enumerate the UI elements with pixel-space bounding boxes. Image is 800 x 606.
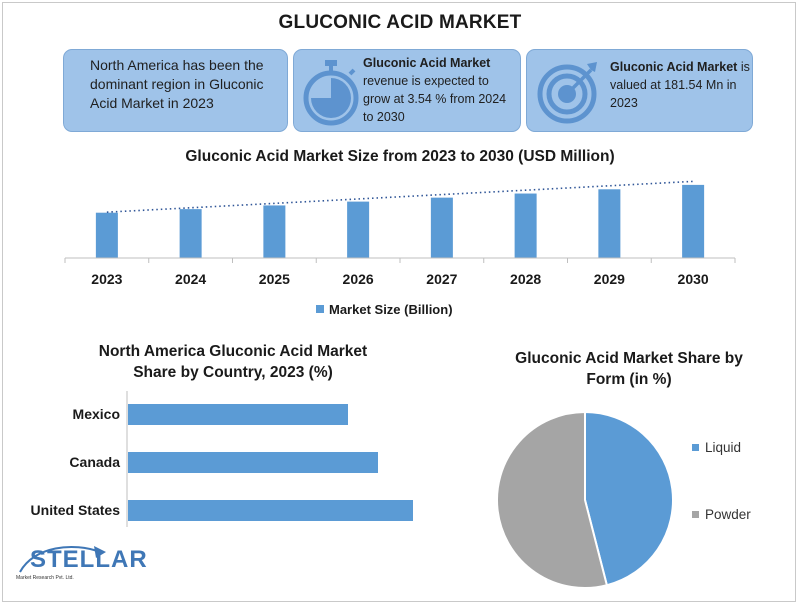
- x-tick-2025: 2025: [258, 271, 290, 287]
- bar-2024: [179, 209, 202, 258]
- value-card-bold: Gluconic Acid Market: [610, 60, 738, 74]
- pie-slice-powder: [496, 410, 609, 589]
- value-card-rest: is valued at 181.54 Mn in 2023: [610, 60, 750, 110]
- value-card: Gluconic Acid Market is valued at 181.54…: [526, 49, 753, 132]
- country-label-united-states: United States: [30, 502, 120, 518]
- bar-2028: [514, 193, 537, 258]
- logo-word: STELLAR: [30, 546, 148, 573]
- trendline: [106, 180, 694, 213]
- liquid-swatch: [692, 444, 699, 451]
- target-icon: [537, 62, 597, 124]
- growth-card: Gluconic Acid Market revenue is expected…: [293, 49, 521, 132]
- bar-2025: [263, 205, 286, 258]
- growth-card-rest: revenue is expected to grow at 3.54 % fr…: [363, 74, 507, 124]
- x-tick-2027: 2027: [426, 271, 458, 287]
- market-size-chart-title: Gluconic Acid Market Size from 2023 to 2…: [185, 148, 615, 165]
- region-card: North America has been the dominant regi…: [63, 49, 288, 132]
- powder-swatch: [692, 511, 699, 518]
- country-bar-canada: [128, 452, 378, 473]
- country-bar-united-states: [128, 500, 413, 521]
- pie-legend-liquid-label: Liquid: [705, 440, 742, 455]
- stellar-logo: STELLAR Market Research Pvt. Ltd.: [14, 542, 147, 587]
- x-tick-2028: 2028: [510, 271, 542, 287]
- bar-2023: [95, 212, 118, 258]
- page-title: GLUCONIC ACID MARKET: [278, 12, 522, 33]
- growth-card-text: Gluconic Acid Market revenue is expected…: [363, 54, 513, 126]
- growth-card-bold: Gluconic Acid Market: [363, 56, 491, 70]
- bar-2030: [682, 184, 705, 258]
- country-label-canada: Canada: [69, 454, 120, 470]
- country-share-chart-title: North America Gluconic Acid Market Share…: [98, 343, 368, 381]
- x-tick-2023: 2023: [91, 271, 123, 287]
- x-tick-2026: 2026: [342, 271, 374, 287]
- pie-legend-powder-label: Powder: [705, 507, 751, 522]
- pie-legend-powder: Powder: [692, 507, 751, 522]
- pie-slice-liquid: [584, 410, 674, 587]
- bar-2029: [598, 189, 621, 258]
- logo-swoosh-icon: [19, 545, 106, 573]
- bar-2027: [430, 197, 453, 258]
- pie-legend-liquid: Liquid: [692, 440, 741, 455]
- market-size-legend: Market Size (Billion): [316, 302, 453, 317]
- stopwatch-icon: [303, 60, 359, 126]
- value-card-text: Gluconic Acid Market is valued at 181.54…: [610, 58, 750, 112]
- form-share-chart-title: Gluconic Acid Market Share by Form (in %…: [515, 350, 743, 388]
- x-tick-2030: 2030: [677, 271, 709, 287]
- bar-2026: [347, 201, 370, 258]
- x-tick-2029: 2029: [593, 271, 625, 287]
- region-card-text: North America has been the dominant regi…: [90, 57, 264, 111]
- logo-subtitle: Market Research Pvt. Ltd.: [16, 575, 74, 581]
- legend-label: Market Size (Billion): [329, 302, 453, 317]
- market-size-chart: [64, 180, 736, 263]
- country-bar-mexico: [128, 404, 348, 425]
- x-tick-2024: 2024: [175, 271, 207, 287]
- legend-swatch: [316, 305, 324, 313]
- country-label-mexico: Mexico: [72, 406, 120, 422]
